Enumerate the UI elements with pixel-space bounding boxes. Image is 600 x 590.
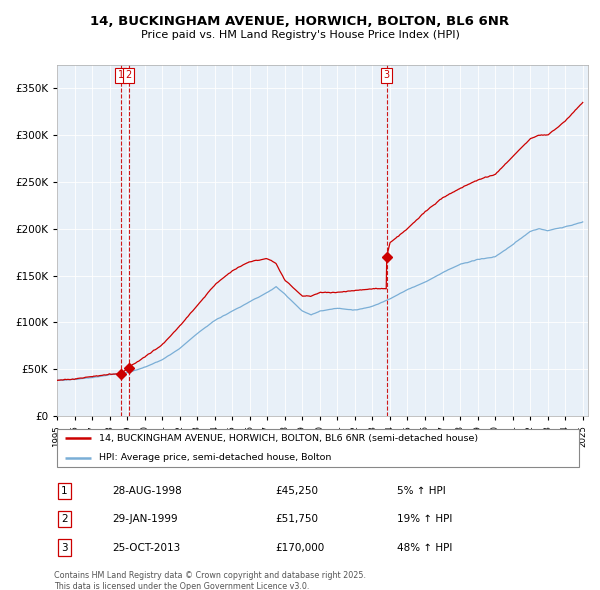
Text: 48% ↑ HPI: 48% ↑ HPI — [397, 543, 452, 552]
Text: 2: 2 — [125, 70, 131, 80]
Text: £51,750: £51,750 — [276, 514, 319, 524]
Text: 25-OCT-2013: 25-OCT-2013 — [112, 543, 181, 552]
Text: £170,000: £170,000 — [276, 543, 325, 552]
Text: 19% ↑ HPI: 19% ↑ HPI — [397, 514, 452, 524]
Text: 1: 1 — [61, 486, 68, 496]
Text: £45,250: £45,250 — [276, 486, 319, 496]
Text: 14, BUCKINGHAM AVENUE, HORWICH, BOLTON, BL6 6NR: 14, BUCKINGHAM AVENUE, HORWICH, BOLTON, … — [91, 15, 509, 28]
Text: 14, BUCKINGHAM AVENUE, HORWICH, BOLTON, BL6 6NR (semi-detached house): 14, BUCKINGHAM AVENUE, HORWICH, BOLTON, … — [99, 434, 478, 442]
Text: 3: 3 — [383, 70, 390, 80]
Text: 28-AUG-1998: 28-AUG-1998 — [112, 486, 182, 496]
Text: 1: 1 — [118, 70, 124, 80]
Text: 3: 3 — [61, 543, 68, 552]
Text: Contains HM Land Registry data © Crown copyright and database right 2025.
This d: Contains HM Land Registry data © Crown c… — [54, 571, 366, 590]
Text: 2: 2 — [61, 514, 68, 524]
Text: 5% ↑ HPI: 5% ↑ HPI — [397, 486, 446, 496]
Text: 29-JAN-1999: 29-JAN-1999 — [112, 514, 178, 524]
Text: HPI: Average price, semi-detached house, Bolton: HPI: Average price, semi-detached house,… — [99, 453, 331, 462]
Text: Price paid vs. HM Land Registry's House Price Index (HPI): Price paid vs. HM Land Registry's House … — [140, 30, 460, 40]
FancyBboxPatch shape — [56, 429, 580, 467]
